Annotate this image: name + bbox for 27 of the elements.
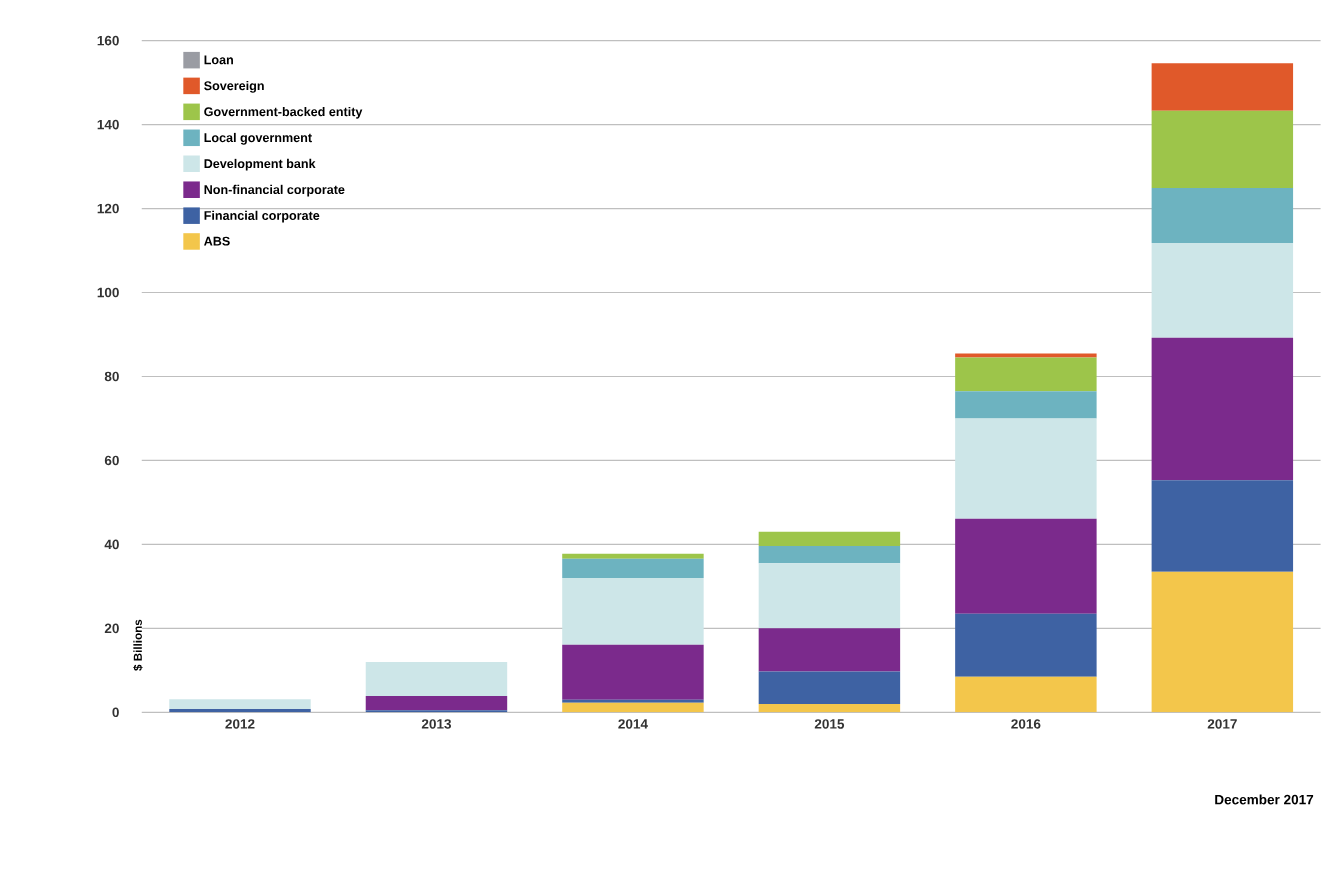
bar [758,703,901,712]
bar [1151,337,1294,480]
bar [955,518,1097,614]
bar [1151,187,1294,243]
bar [758,531,901,546]
bar [562,577,704,645]
bar [169,698,311,709]
bar [758,627,901,672]
bar [758,671,901,704]
bar [1151,110,1294,188]
bar [955,390,1097,419]
bar [562,702,704,712]
bar [562,558,704,578]
bar [1151,242,1294,338]
bar [562,644,704,700]
bar [955,357,1097,391]
bar [758,545,901,563]
bar [955,613,1097,677]
bar [758,562,901,628]
bar [562,553,704,559]
bar [955,418,1097,519]
bar [365,695,508,710]
bar [955,676,1097,712]
bar [365,661,508,696]
bar [1151,479,1294,572]
bar [1151,62,1294,111]
bar [1151,571,1294,712]
